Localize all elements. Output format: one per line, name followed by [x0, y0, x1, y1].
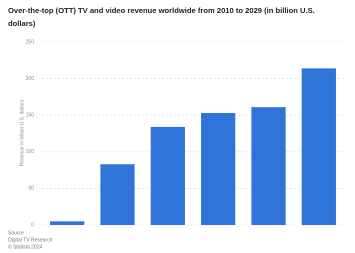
source-heading: Source [8, 230, 24, 236]
bar [201, 113, 236, 225]
bar [251, 107, 286, 225]
y-tick-label: 50 [28, 186, 34, 192]
bar [100, 164, 135, 225]
y-tick-label: 100 [26, 149, 35, 155]
source: Digital TV Research [8, 237, 53, 243]
y-tick-label: 250 [26, 39, 35, 45]
y-tick-label: 150 [26, 113, 35, 119]
y-axis-label: Revenue in billion U.S. dollars [19, 99, 25, 166]
bar [150, 126, 185, 225]
bar [50, 221, 85, 225]
y-tick-label: 200 [26, 76, 35, 82]
copyright: © Statista 2024 [8, 243, 42, 250]
chart-title: Over-the-top (OTT) TV and video revenue … [8, 6, 315, 28]
y-tick-label: 0 [31, 222, 34, 228]
bar [301, 68, 336, 226]
